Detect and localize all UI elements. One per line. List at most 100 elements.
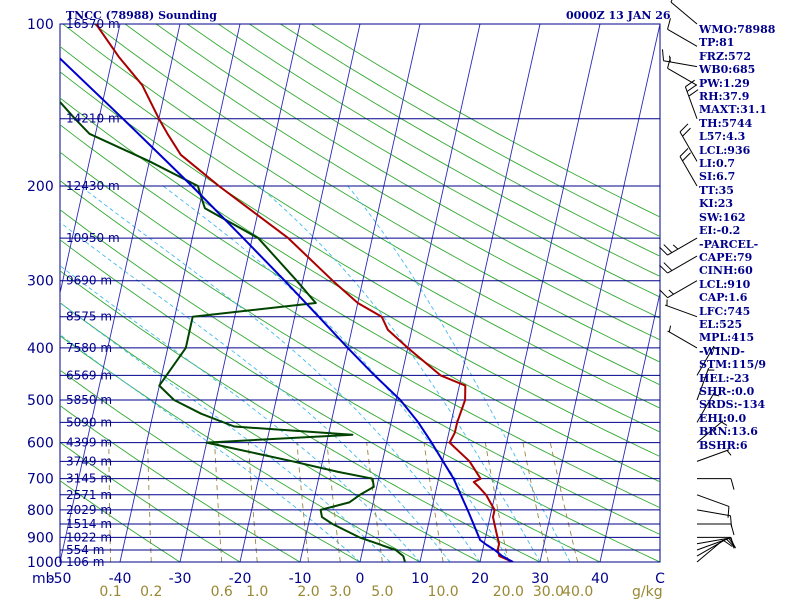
index-value: -WIND- [699, 344, 745, 358]
index-value: HEL:-23 [699, 371, 750, 385]
pressure-tick-label: 700 [27, 472, 54, 488]
wind-barb [696, 392, 720, 423]
wind-barb-staff [679, 156, 698, 187]
wind-barb-flag [730, 478, 735, 490]
wind-barb-staff [696, 345, 715, 376]
sounding-datetime: 0000Z 13 JAN 26 [566, 9, 671, 22]
moist-adiabat-line [258, 185, 541, 562]
temperature-tick-label: -10 [289, 571, 312, 587]
index-value: TH:5744 [699, 116, 753, 130]
wind-barb [697, 478, 735, 490]
height-label: 5090 m [66, 415, 112, 429]
pressure-tick-label: 100 [27, 17, 54, 33]
index-value: SI:6.7 [699, 170, 736, 184]
wind-barbs [659, 0, 736, 563]
wind-barb [679, 123, 698, 162]
wind-barb-flag [661, 49, 665, 61]
index-value: LCL:936 [699, 143, 751, 157]
pressure-tick-label: 900 [27, 530, 54, 546]
index-value: SW:162 [699, 210, 746, 224]
wind-barb-flag [659, 246, 668, 256]
index-value: EL:525 [699, 317, 743, 331]
temperature-tick-label: -30 [169, 571, 192, 587]
temperature-unit-label: C [655, 571, 665, 587]
wind-barb-half-flag [721, 421, 728, 426]
isotherm-line [299, 24, 421, 562]
wind-barb-staff [670, 1, 698, 25]
index-value: CAPE:79 [699, 250, 753, 264]
wind-barb-staff [696, 392, 715, 423]
wind-barb-staff [679, 131, 698, 162]
wind-barb [667, 18, 698, 47]
height-label: 5850 m [66, 393, 112, 407]
isotherm-line [479, 24, 601, 562]
wind-barb-staff [667, 280, 698, 299]
wind-barb-half-flag [712, 394, 720, 397]
height-label: 106 m [66, 555, 104, 569]
wind-barb-staff [684, 86, 698, 119]
isotherm-line [419, 24, 541, 562]
height-label: 554 m [66, 543, 104, 557]
wind-barb [684, 79, 699, 119]
pressure-tick-label: 300 [27, 274, 54, 290]
mixing-ratio-label: 1.0 [246, 584, 268, 600]
index-value: WMO:78988 [699, 23, 776, 36]
wind-barb-flag [679, 148, 689, 157]
temperature-tick-label: 40 [591, 571, 609, 587]
wind-barb-staff [696, 509, 731, 517]
mixing-ratio-label: 0.1 [99, 584, 121, 600]
mixing-ratio-label: 3.0 [329, 584, 351, 600]
mixing-ratio-label: 2.0 [297, 584, 319, 600]
index-value: L57:4.3 [699, 130, 746, 144]
reference-lines [60, 24, 660, 562]
temperature-tick-label: 10 [411, 571, 429, 587]
height-label: 12430 m [66, 179, 120, 193]
pressure-axis-label: mb [32, 571, 55, 587]
wind-barb-half-flag [712, 347, 720, 350]
pressure-tick-label: 400 [27, 341, 54, 357]
height-label: 1022 m [66, 530, 112, 544]
wind-barb-half-flag [668, 289, 674, 295]
wind-barb-staff [696, 494, 730, 507]
mixing-ratio-label: 40.0 [562, 584, 593, 600]
parcel-trace [60, 57, 514, 562]
index-value: WB0:685 [699, 63, 756, 77]
wind-barb-staff [696, 420, 724, 444]
pressure-tick-label: 500 [27, 393, 54, 409]
index-value: LFC:745 [699, 304, 751, 318]
temperature-tick-label: -20 [229, 571, 252, 587]
height-label: 8575 m [66, 310, 112, 324]
height-label: 3749 m [66, 454, 112, 468]
height-label: 2029 m [66, 503, 112, 517]
isotherm-line [599, 290, 660, 562]
wind-barb-half-flag [668, 325, 672, 333]
wind-barb-flag [663, 262, 673, 271]
wind-barb [659, 280, 698, 299]
wind-barb-flag [685, 79, 695, 88]
index-value: LI:0.7 [699, 157, 736, 171]
wind-barb-flag [663, 244, 673, 253]
wind-barb-staff [696, 537, 731, 545]
mixing-ratio-line [214, 442, 223, 562]
index-value: TT:35 [699, 183, 734, 197]
wind-barb-staff [696, 449, 730, 462]
wind-barb-staff [667, 28, 698, 47]
height-label: 7580 m [66, 341, 112, 355]
wind-barb-flag [729, 515, 733, 528]
wind-barb [697, 536, 735, 549]
index-value: BRN:13.6 [699, 425, 758, 439]
wind-barb-staff [667, 237, 698, 256]
temperature-tick-label: 0 [356, 571, 365, 587]
wind-barb-flag [667, 18, 671, 30]
index-value: STM:115/9 [699, 358, 766, 372]
temperature-tick-label: -50 [49, 571, 72, 587]
wind-barb-staff [696, 537, 730, 551]
index-value: SHR-:0.0 [699, 384, 755, 398]
temperature-tick-label: 20 [471, 571, 489, 587]
index-value: -PARCEL- [699, 237, 759, 251]
height-label: 3145 m [66, 472, 112, 486]
index-value: MAXT:31.1 [699, 103, 767, 117]
index-value: BSHR:6 [699, 438, 748, 452]
wind-barb [667, 325, 698, 349]
wind-barb-flag [659, 289, 668, 299]
